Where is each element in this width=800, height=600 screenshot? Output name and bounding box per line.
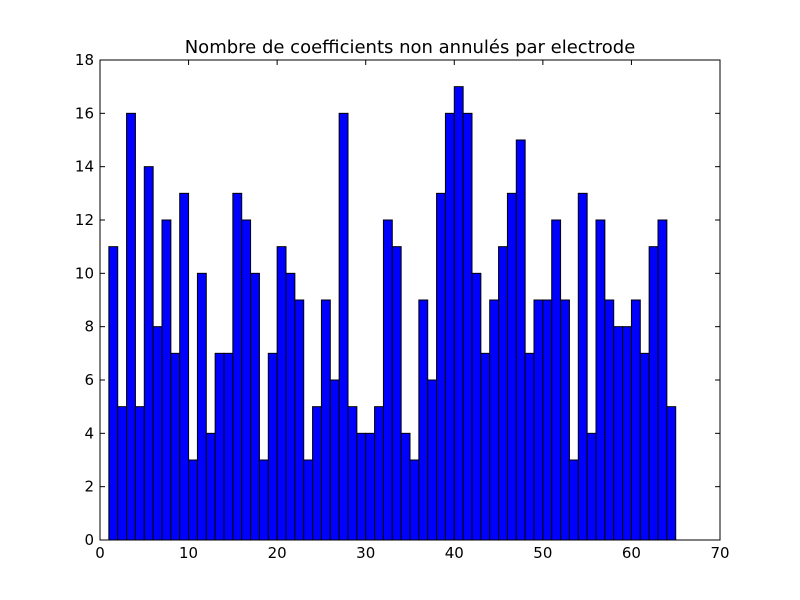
- bar: [347, 406, 358, 541]
- bar: [489, 299, 500, 541]
- bar: [250, 272, 260, 541]
- x-tick-label: 10: [179, 544, 198, 562]
- y-tick-label: 12: [75, 211, 94, 229]
- bar: [365, 432, 376, 541]
- y-tick-label: 18: [75, 51, 94, 69]
- bar: [613, 326, 624, 541]
- bar: [196, 272, 207, 541]
- bar: [276, 246, 287, 541]
- bar: [515, 139, 526, 541]
- bar: [205, 432, 216, 541]
- x-tick-label: 60: [622, 544, 641, 562]
- bar: [312, 406, 322, 541]
- x-tick-label: 0: [95, 544, 105, 562]
- x-tick-label: 50: [533, 544, 552, 562]
- bar: [462, 112, 473, 541]
- bar: [117, 406, 128, 541]
- bar: [267, 352, 278, 541]
- bar: [604, 299, 615, 541]
- y-tick-label: 16: [75, 104, 94, 122]
- bar: [108, 246, 119, 541]
- bar: [586, 432, 597, 541]
- bar: [533, 299, 544, 541]
- bar: [524, 352, 535, 541]
- bar: [498, 246, 508, 541]
- y-tick-label: 0: [84, 531, 94, 549]
- bar: [161, 219, 172, 541]
- bar: [338, 112, 349, 541]
- bar: [657, 219, 668, 541]
- y-tick-label: 8: [84, 318, 94, 336]
- bar: [241, 219, 252, 541]
- bar: [391, 246, 402, 541]
- y-tick-label: 10: [75, 264, 94, 282]
- bar: [418, 299, 429, 541]
- plot-area-frame: [99, 59, 721, 541]
- bar: [223, 352, 234, 541]
- bar: [551, 219, 562, 541]
- bar: [374, 406, 384, 541]
- x-tick-label: 40: [445, 544, 464, 562]
- bar: [409, 459, 420, 541]
- y-tick-label: 4: [84, 424, 94, 442]
- bar: [320, 299, 331, 541]
- bar: [232, 192, 243, 541]
- bar: [444, 112, 455, 541]
- x-tick-label: 70: [710, 544, 729, 562]
- bar: [560, 299, 570, 541]
- bar: [568, 459, 579, 541]
- bar: [630, 299, 641, 541]
- bar: [214, 352, 225, 541]
- bar: [400, 432, 411, 541]
- bar: [666, 406, 677, 541]
- bar: [134, 406, 145, 541]
- bar: [639, 352, 650, 541]
- bar: [622, 326, 632, 541]
- bar: [356, 432, 367, 541]
- bar: [258, 459, 269, 541]
- chart-title: Nombre de coefficients non annulés par e…: [185, 37, 636, 58]
- bar: [382, 219, 393, 541]
- y-tick-label: 6: [84, 371, 94, 389]
- bar: [436, 192, 446, 541]
- bar: [471, 272, 482, 541]
- bar: [126, 112, 136, 541]
- bar: [329, 379, 340, 541]
- y-tick-label: 2: [84, 478, 94, 496]
- bar: [170, 352, 181, 541]
- bar: [506, 192, 517, 541]
- bar: [188, 459, 198, 541]
- bar: [179, 192, 190, 541]
- bar: [577, 192, 588, 541]
- y-tick-label: 14: [75, 158, 94, 176]
- bar: [542, 299, 553, 541]
- bar: [152, 326, 163, 541]
- bar: [427, 379, 438, 541]
- bar: [303, 459, 314, 541]
- bar: [480, 352, 491, 541]
- bar: [453, 86, 464, 541]
- x-tick-label: 30: [356, 544, 375, 562]
- bar: [143, 166, 154, 541]
- bar: [648, 246, 659, 541]
- bar: [294, 299, 305, 541]
- bar: [595, 219, 606, 541]
- x-tick-label: 20: [268, 544, 287, 562]
- bar: [285, 272, 296, 541]
